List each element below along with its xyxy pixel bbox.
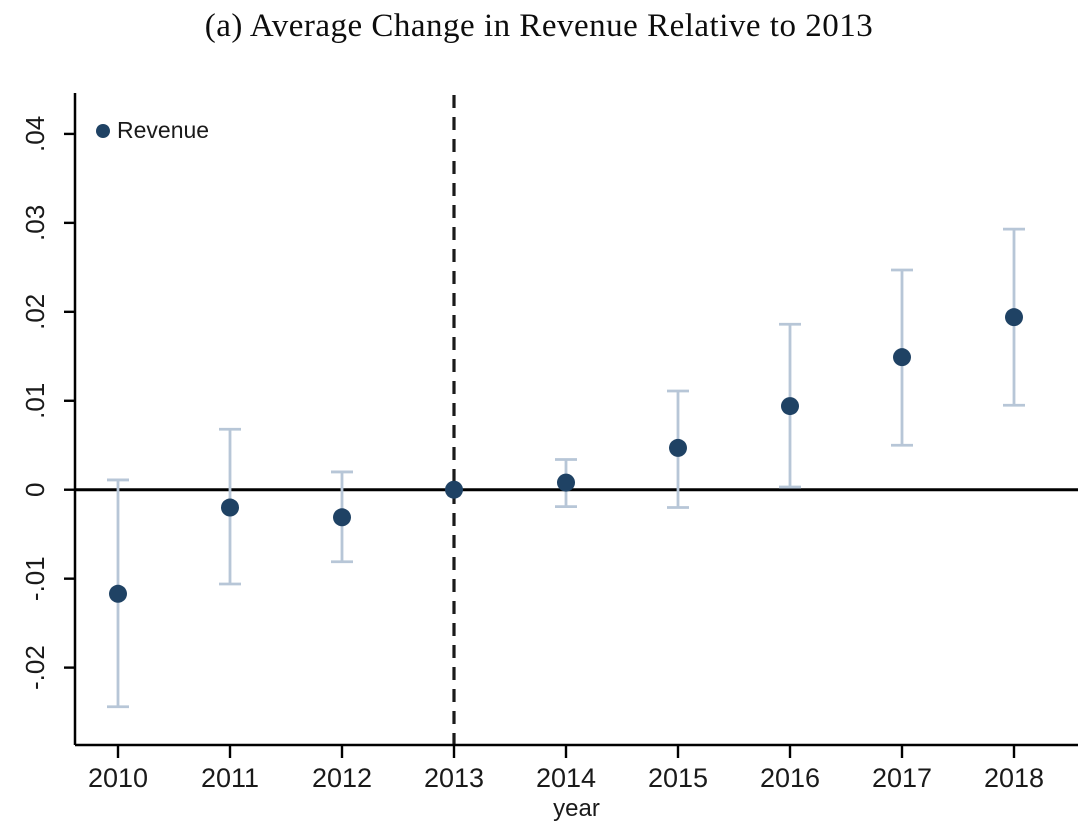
- x-tick-label: 2015: [648, 763, 708, 793]
- y-tick-label: -.01: [20, 556, 50, 601]
- data-point: [893, 348, 911, 367]
- data-point: [781, 397, 799, 416]
- data-point: [557, 473, 575, 492]
- x-tick-label: 2011: [201, 763, 259, 793]
- y-tick-label: .01: [20, 383, 50, 419]
- data-point: [221, 498, 239, 517]
- y-tick-label: .03: [20, 205, 50, 241]
- x-tick-label: 2010: [88, 763, 148, 793]
- legend-marker-dot-icon: [96, 123, 110, 138]
- data-point: [669, 438, 687, 457]
- y-tick-label: .02: [20, 294, 50, 330]
- data-point: [109, 584, 127, 603]
- x-tick-label: 2013: [424, 763, 484, 793]
- legend: Revenue: [96, 117, 209, 144]
- y-tick-label: 0: [20, 482, 50, 496]
- legend-label: Revenue: [117, 117, 210, 143]
- x-tick-label: 2016: [760, 763, 820, 793]
- x-tick-label: 2017: [872, 763, 932, 793]
- x-axis-title: year: [553, 795, 600, 822]
- y-tick-label: .04: [20, 116, 50, 152]
- x-tick-label: 2014: [536, 763, 596, 793]
- x-tick-label: 2012: [312, 763, 372, 793]
- data-point: [1005, 308, 1023, 327]
- chart-title: (a) Average Change in Revenue Relative t…: [204, 8, 874, 44]
- data-point: [445, 480, 463, 499]
- data-point: [333, 508, 351, 527]
- y-tick-label: -.02: [20, 645, 50, 690]
- x-tick-label: 2018: [984, 763, 1044, 793]
